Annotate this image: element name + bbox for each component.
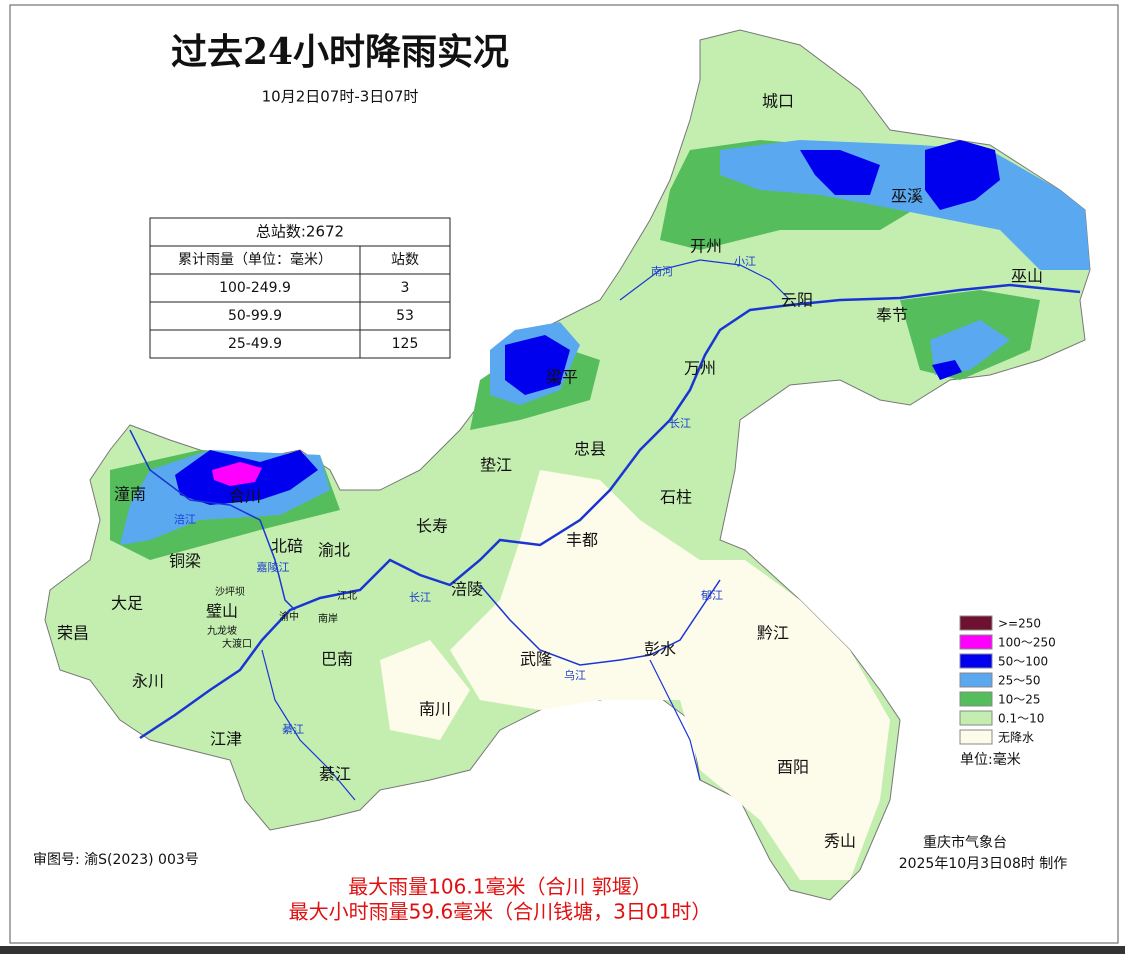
- max-rain: 最大雨量106.1毫米（合川 郭堰）: [348, 875, 652, 899]
- legend-label: 0.1～10: [998, 712, 1044, 726]
- place-label: 巫溪: [891, 187, 923, 206]
- rain-50-100: [800, 150, 880, 195]
- place-label: 巴南: [321, 650, 353, 669]
- rain-50-100: [925, 140, 1000, 210]
- place-label: 江津: [210, 730, 242, 749]
- legend-unit: 单位:毫米: [960, 751, 1021, 768]
- legend-label: 无降水: [998, 731, 1034, 745]
- place-label: 渝北: [318, 541, 350, 560]
- made-time: 2025年10月3日08时 制作: [899, 856, 1068, 872]
- place-label: 大足: [111, 594, 143, 613]
- place-label: 梁平: [546, 368, 578, 387]
- legend-swatch: [959, 672, 993, 688]
- place-label: 永川: [132, 672, 164, 691]
- river-label: 涪江: [174, 512, 196, 526]
- table-border: [149, 217, 451, 359]
- rain-50-100: [932, 360, 962, 380]
- place-label: 铜梁: [169, 552, 201, 571]
- place-label: 武隆: [520, 650, 552, 669]
- place-label: 璧山: [206, 602, 238, 621]
- district-label: 渝中: [279, 610, 299, 623]
- subtitle: 10月2日07时-3日07时: [262, 88, 419, 106]
- river-label: 嘉陵江: [257, 560, 290, 574]
- issuer: 重庆市气象台: [923, 834, 1007, 851]
- district-label: 南岸: [318, 612, 338, 625]
- qijiang: [261, 649, 356, 801]
- river-label: 长江: [409, 591, 431, 604]
- dry-area: [380, 640, 470, 740]
- place-label: 城口: [762, 92, 794, 111]
- table-header: 站数: [391, 252, 419, 268]
- legend-label: 25～50: [998, 674, 1041, 688]
- place-label: 北碚: [271, 537, 303, 556]
- table-cell: 25-49.9: [228, 336, 282, 352]
- legend-swatch: [959, 710, 993, 726]
- table-header: 累计雨量（单位：毫米）: [178, 251, 332, 268]
- place-label: 酉阳: [777, 758, 809, 777]
- legend-label: 10～25: [998, 693, 1041, 707]
- legend-swatch: [959, 634, 993, 650]
- place-label: 垫江: [480, 456, 512, 475]
- place-label: 忠县: [574, 440, 606, 459]
- table-cell: 50-99.9: [228, 308, 282, 324]
- legend-label: 50～100: [998, 655, 1048, 669]
- legend-swatch: [959, 729, 993, 745]
- place-label: 丰都: [566, 531, 598, 550]
- place-label: 长寿: [416, 517, 448, 536]
- table-cell: 125: [392, 336, 419, 352]
- legend-label: >=250: [998, 617, 1041, 631]
- place-label: 綦江: [319, 765, 351, 784]
- place-label: 秀山: [824, 832, 856, 851]
- river-label: 长江: [669, 417, 691, 430]
- rain-100-250: [212, 462, 262, 486]
- river-label: 綦江: [282, 723, 304, 736]
- max-hourly-rain: 最大小时雨量59.6毫米（合川钱塘，3日01时）: [289, 900, 712, 924]
- river-label: 小江: [734, 255, 756, 268]
- table-cell: 3: [401, 280, 410, 296]
- legend-swatch: [959, 615, 993, 631]
- district-label: 九龙坡: [207, 624, 237, 637]
- place-label: 奉节: [876, 306, 908, 325]
- place-label: 荣昌: [57, 624, 89, 643]
- yangtze: [139, 283, 1081, 740]
- table-cell: 100-249.9: [219, 280, 291, 296]
- legend-label: 100～250: [998, 636, 1056, 650]
- place-label: 开州: [690, 237, 722, 256]
- district-label: 沙坪坝: [215, 585, 245, 598]
- xiaojiang: [619, 259, 791, 301]
- place-label: 涪陵: [451, 580, 483, 599]
- place-label: 南川: [419, 700, 451, 719]
- place-label: 云阳: [781, 291, 813, 310]
- river-label: 郁江: [701, 588, 723, 602]
- place-label: 彭水: [644, 640, 676, 659]
- place-label: 石柱: [660, 488, 692, 507]
- river-label: 乌江: [564, 668, 586, 682]
- title: 过去24小时降雨实况: [171, 31, 509, 73]
- district-label: 江北: [337, 590, 357, 602]
- place-label: 万州: [684, 359, 716, 378]
- place-label: 黔江: [757, 624, 789, 643]
- place-label: 潼南: [114, 485, 146, 504]
- wujiang-south: [649, 659, 701, 781]
- rain-50-100: [505, 335, 570, 395]
- legend-swatch: [959, 691, 993, 707]
- wujiang: [479, 579, 721, 666]
- jialing: [129, 429, 296, 611]
- legend-swatch: [959, 653, 993, 669]
- table-cell: 53: [396, 308, 414, 324]
- frame: [9, 4, 1119, 944]
- table-title: 总站数:2672: [256, 223, 344, 241]
- bottom-bar: [0, 946, 1125, 954]
- district-label: 大渡口: [222, 637, 252, 650]
- place-label: 合川: [229, 487, 261, 506]
- dry-area: [450, 470, 890, 880]
- review-number: 审图号: 渝S(2023) 003号: [33, 852, 199, 868]
- river-label: 南河: [651, 265, 673, 278]
- place-label: 巫山: [1011, 267, 1043, 286]
